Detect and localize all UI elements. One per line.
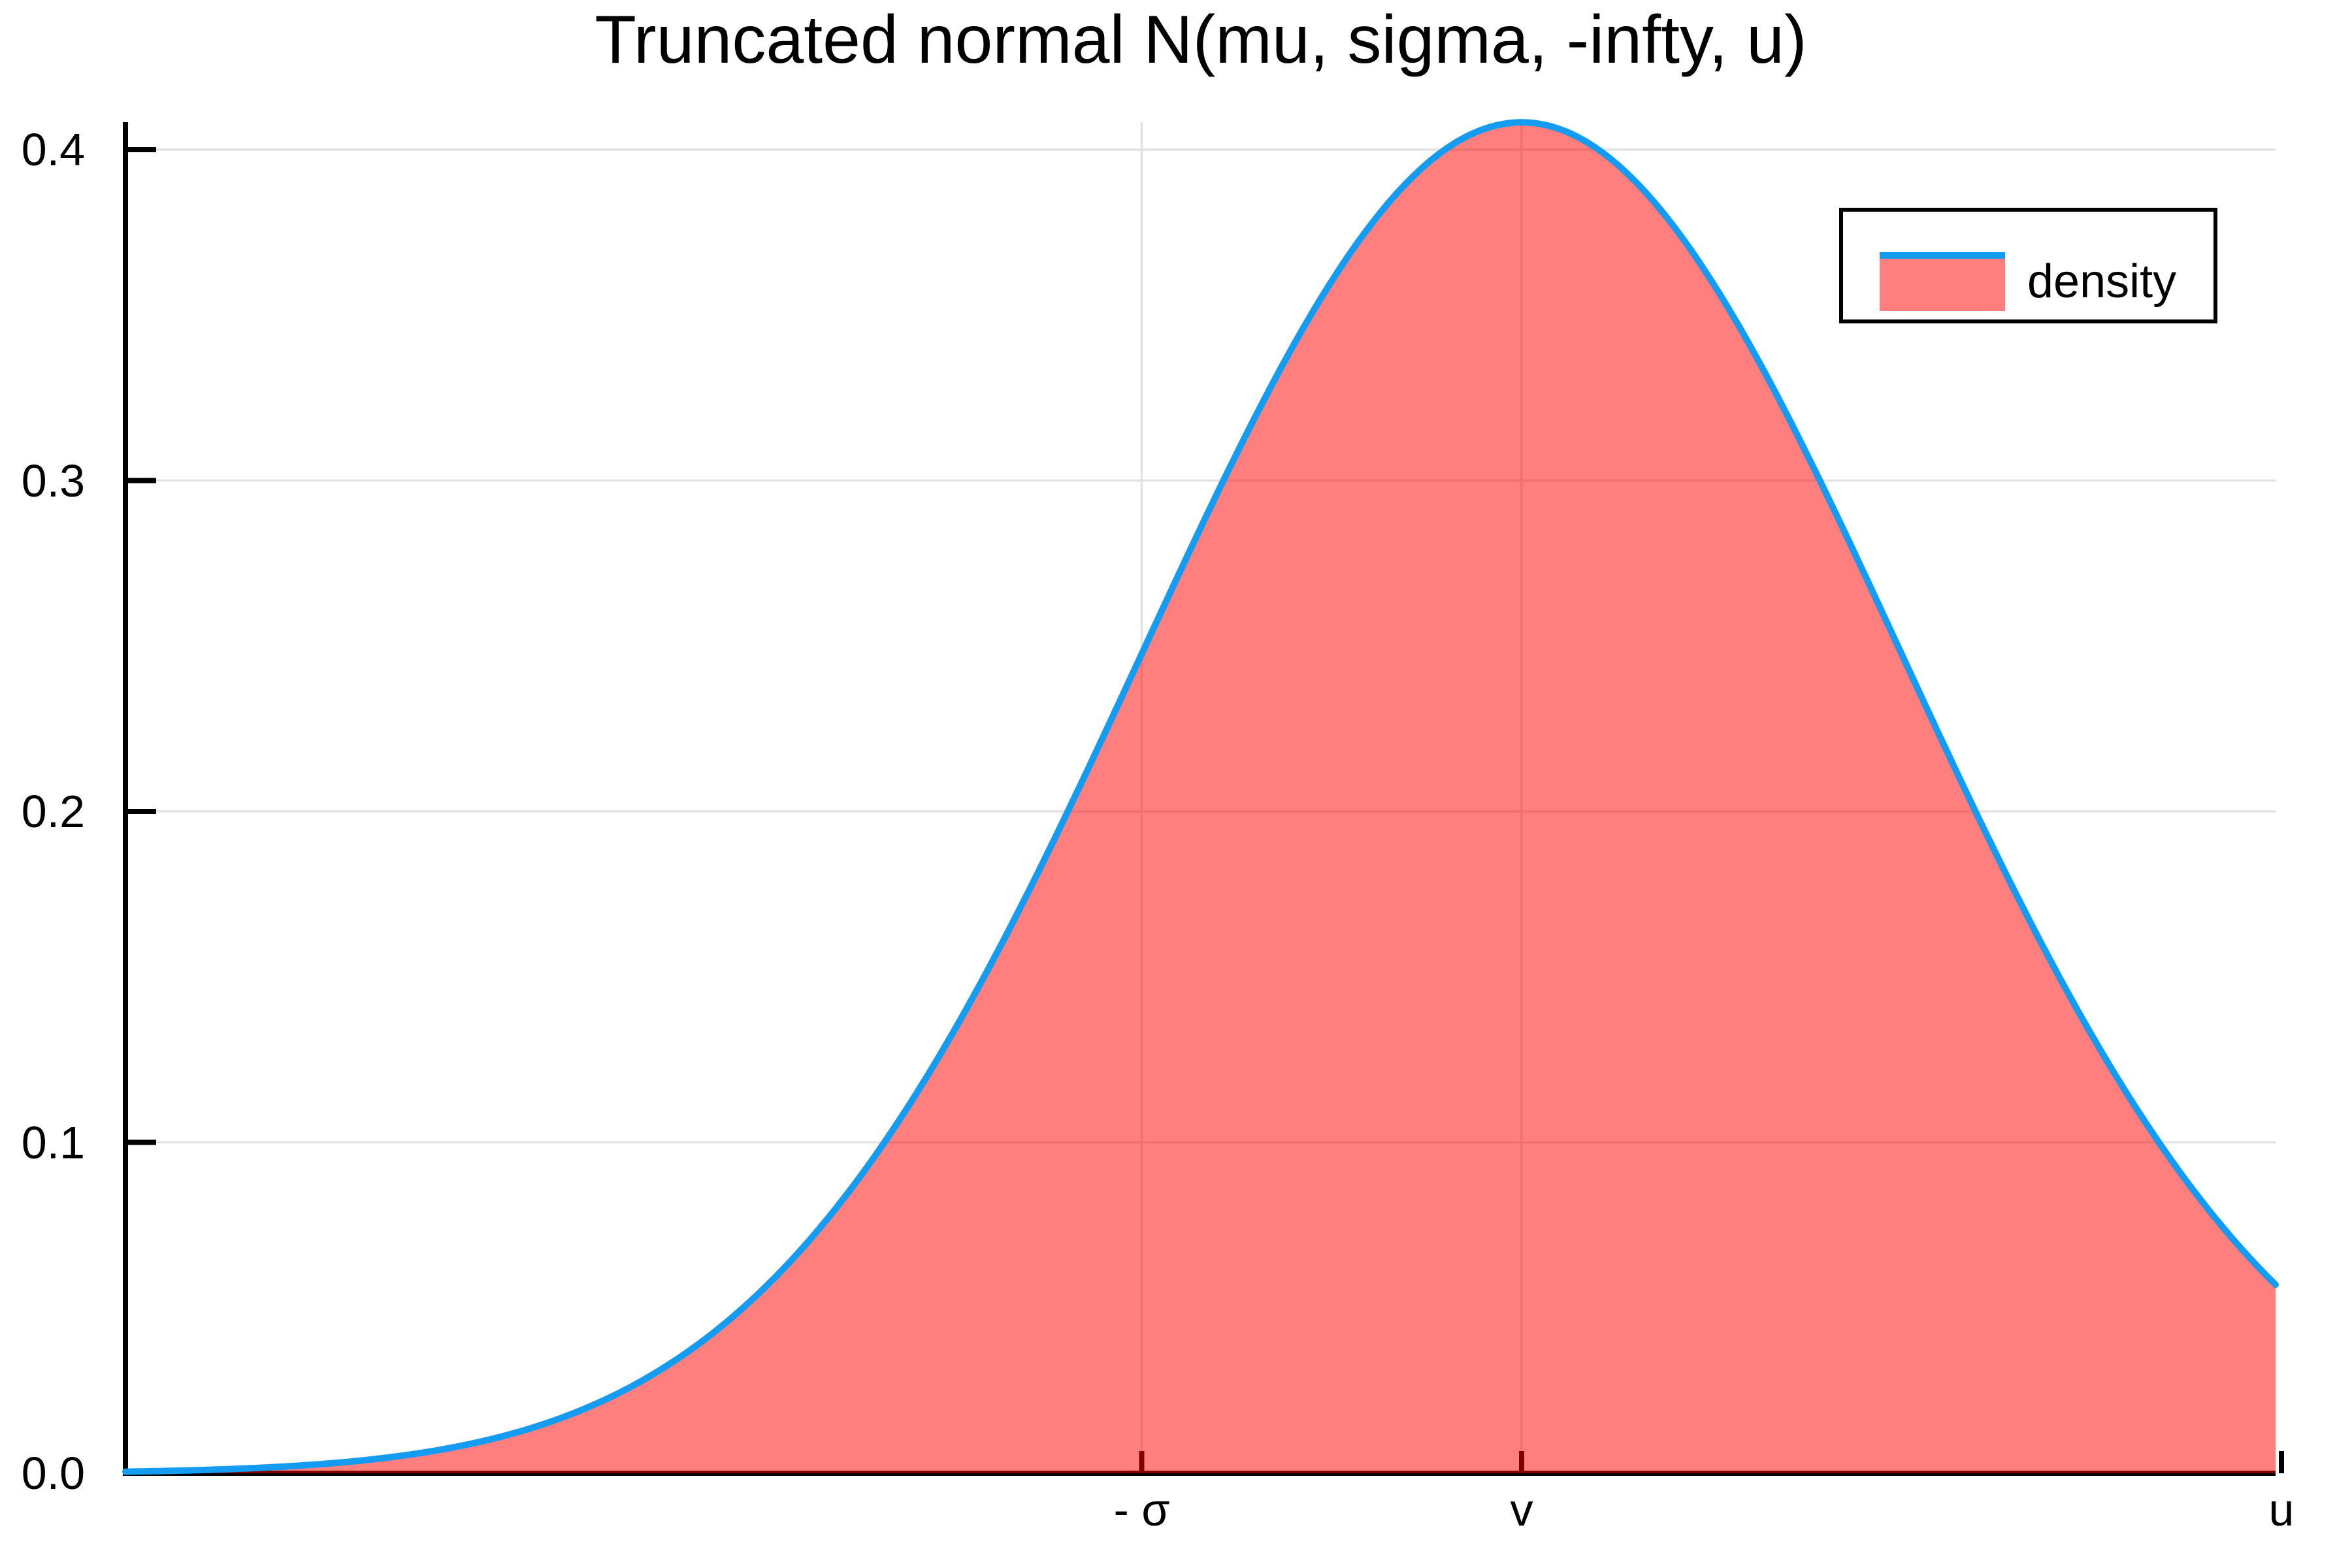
legend-line-sample	[1880, 252, 2005, 259]
legend-fill-sample	[1880, 259, 2005, 311]
y-tick-label-0.2: 0.2	[21, 786, 85, 837]
legend-density-label: density	[2027, 255, 2177, 308]
x-tick-label-v: v	[1510, 1484, 1533, 1535]
legend: density	[1839, 208, 2217, 323]
y-tick-label-0.0: 0.0	[21, 1448, 85, 1499]
chart-title: Truncated normal N(mu, sigma, -infty, u)	[595, 2, 1807, 78]
legend-density-swatch	[1880, 252, 2005, 311]
x-tick-label-minus-sigma: - σ	[1113, 1484, 1170, 1535]
y-tick-label-0.1: 0.1	[21, 1117, 85, 1168]
x-tick-label-u: u	[2268, 1484, 2295, 1535]
density-line	[122, 119, 2279, 1475]
y-tick-label-0.3: 0.3	[21, 455, 85, 506]
density-area	[125, 122, 2276, 1473]
y-tick-label-0.4: 0.4	[21, 124, 85, 175]
